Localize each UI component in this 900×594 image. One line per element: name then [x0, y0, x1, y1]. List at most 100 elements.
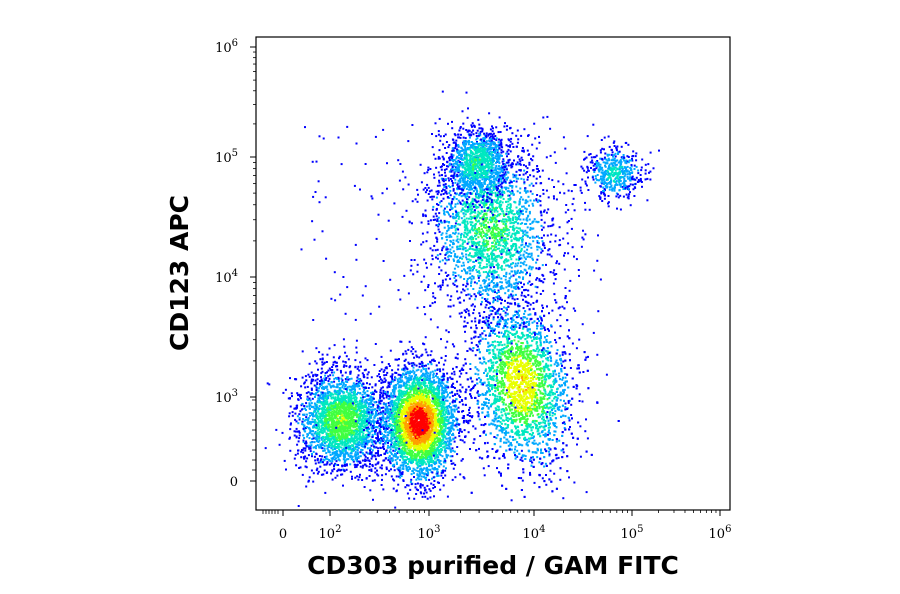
event-dot: [351, 420, 354, 423]
event-dot: [429, 354, 432, 357]
event-dot: [443, 457, 446, 460]
event-dot: [361, 428, 364, 430]
event-dot: [343, 413, 346, 416]
event-dot: [327, 417, 330, 420]
event-dot: [347, 409, 350, 412]
event-dot: [455, 398, 458, 401]
event-dot: [320, 401, 323, 403]
event-dot: [461, 458, 464, 461]
event-dot: [356, 451, 359, 454]
event-dot: [336, 383, 339, 386]
event-dot: [335, 424, 338, 427]
event-dot: [349, 429, 352, 432]
event-dot: [443, 407, 446, 410]
event-dot: [422, 342, 424, 345]
event-dot: [411, 470, 414, 472]
event-dot: [316, 444, 319, 447]
event-dot: [350, 410, 353, 413]
event-dot: [360, 419, 363, 422]
event-dot: [298, 413, 301, 416]
event-dot: [349, 448, 352, 450]
event-dot: [396, 407, 399, 410]
event-dot: [330, 381, 333, 383]
event-dot: [417, 408, 420, 411]
event-dot: [322, 414, 325, 417]
event-dot: [340, 468, 343, 471]
event-dot: [331, 427, 334, 430]
event-dot: [349, 431, 352, 434]
event-dot: [435, 460, 438, 463]
event-dot: [348, 426, 351, 428]
event-dot: [298, 418, 301, 421]
event-dot: [391, 446, 394, 449]
event-dot: [340, 406, 343, 409]
event-dot: [446, 495, 449, 498]
event-dot: [314, 431, 317, 433]
event-dot: [390, 394, 393, 397]
event-dot: [426, 469, 429, 472]
event-dot: [368, 402, 371, 405]
event-dot: [419, 445, 422, 448]
event-dot: [382, 389, 385, 392]
event-dot: [363, 419, 366, 422]
event-dot: [361, 372, 364, 375]
event-dot: [331, 423, 334, 426]
event-dot: [342, 430, 345, 433]
event-dot: [361, 393, 364, 396]
event-dot: [355, 457, 358, 460]
event-dot: [370, 430, 373, 433]
event-dot: [312, 446, 315, 449]
event-dot: [313, 421, 316, 424]
event-dot: [409, 461, 412, 464]
event-dot: [418, 470, 421, 473]
event-dot: [323, 381, 326, 384]
event-dot: [342, 360, 345, 363]
event-dot: [417, 390, 420, 393]
event-dot: [364, 415, 366, 417]
event-dot: [409, 407, 412, 409]
event-dot: [438, 377, 441, 380]
event-dot: [323, 439, 326, 442]
event-dot: [444, 447, 447, 450]
event-dot: [406, 484, 408, 487]
event-dot: [345, 468, 348, 471]
event-dot: [346, 420, 349, 423]
event-dot: [388, 383, 391, 386]
event-dot: [373, 408, 375, 411]
event-dot: [385, 440, 387, 443]
event-dot: [337, 423, 340, 426]
event-dot: [444, 461, 447, 464]
event-dot: [440, 471, 443, 474]
event-dot: [415, 469, 418, 472]
event-dot: [450, 372, 453, 375]
event-dot: [323, 425, 326, 428]
event-dot: [339, 397, 342, 400]
event-dot: [323, 469, 326, 472]
event-dot: [434, 449, 437, 451]
event-dot: [370, 468, 373, 471]
event-dot: [289, 436, 291, 439]
event-dot: [330, 438, 333, 441]
event-dot: [321, 411, 324, 413]
event-dot: [379, 428, 382, 431]
event-dot: [312, 434, 315, 437]
event-dot: [359, 401, 362, 404]
event-dot: [366, 382, 368, 385]
event-dot: [392, 487, 395, 490]
event-dot: [423, 418, 426, 421]
event-dot: [421, 495, 424, 498]
event-dot: [354, 359, 357, 362]
event-dot: [304, 375, 307, 378]
event-dot: [434, 468, 437, 470]
event-dot: [309, 447, 312, 450]
event-dot: [313, 446, 316, 449]
event-dot: [441, 426, 444, 429]
event-dot: [364, 391, 367, 394]
event-dot: [333, 389, 336, 392]
event-dot: [350, 416, 353, 419]
event-dot: [314, 396, 316, 398]
event-dot: [442, 477, 445, 479]
event-dot: [365, 401, 368, 404]
event-dot: [381, 386, 384, 389]
